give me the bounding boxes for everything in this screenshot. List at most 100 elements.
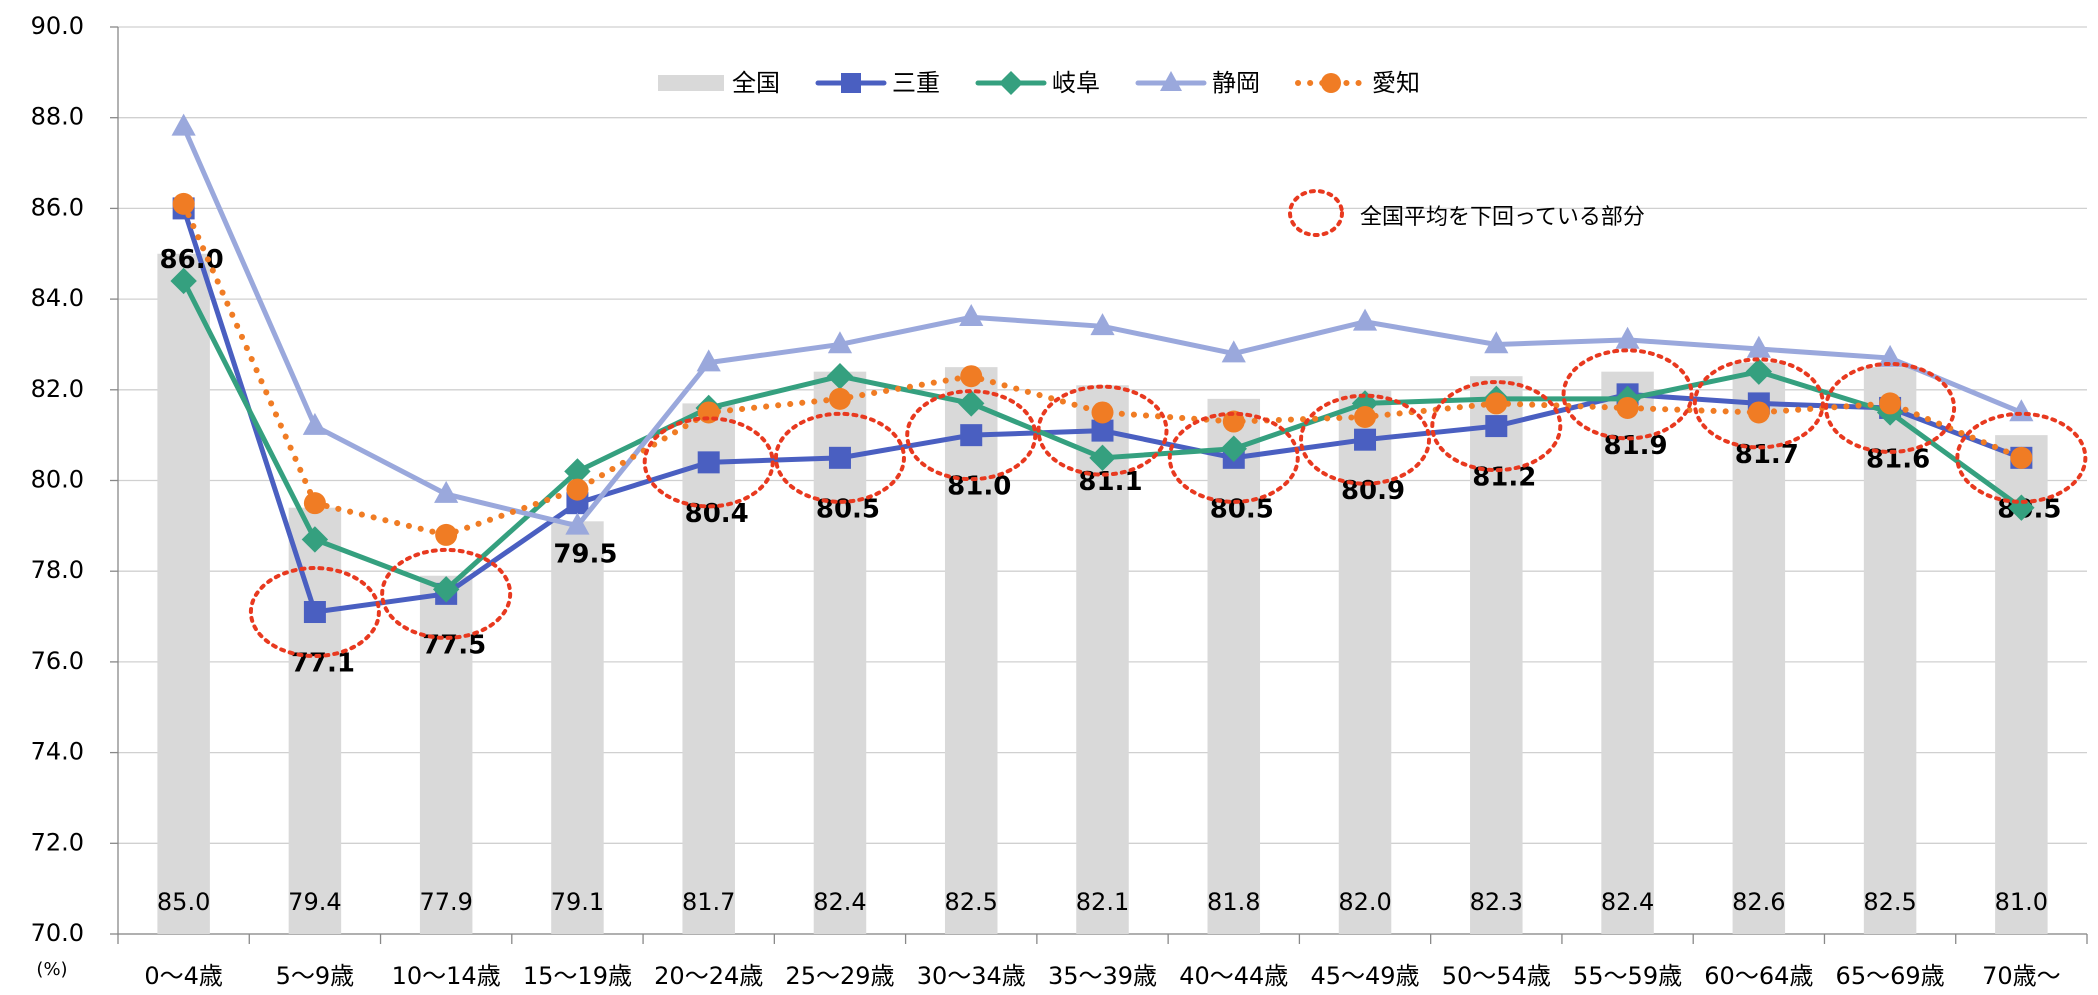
bar (1732, 362, 1786, 935)
highlight-circle (248, 566, 381, 659)
legend-marker (1160, 71, 1182, 91)
highlight-circle (1430, 380, 1563, 473)
bar (1076, 385, 1129, 934)
marker (566, 478, 589, 501)
bar-value-label: 79.4 (288, 888, 341, 916)
y-unit: (%) (36, 959, 67, 980)
marker (432, 576, 460, 603)
bar (682, 403, 735, 934)
x-tick-label: 40～44歳 (1179, 962, 1288, 990)
bar (1470, 376, 1523, 934)
marker (170, 267, 197, 295)
legend-item: 三重 (815, 69, 940, 97)
highlight-circle (1824, 361, 1957, 454)
marker (2010, 446, 2033, 469)
legend-label: 全国 (732, 69, 780, 97)
marker (1220, 435, 1247, 462)
bar-value-label: 81.7 (682, 888, 735, 916)
marker (827, 331, 853, 354)
marker (1354, 406, 1377, 429)
x-tick-label: 70歳～ (1982, 962, 2061, 990)
y-tick-label: 76.0 (31, 647, 84, 675)
marker (828, 387, 851, 410)
y-tick-label: 74.0 (31, 738, 84, 766)
data-label: 79.5 (553, 540, 617, 570)
highlight-circle (1167, 411, 1300, 504)
legend-marker (999, 71, 1023, 95)
marker (565, 512, 590, 535)
marker (564, 458, 591, 485)
legend-marker (841, 73, 861, 93)
marker (1089, 444, 1116, 472)
marker (303, 601, 326, 624)
marker (1615, 326, 1640, 349)
bar (551, 521, 604, 934)
bar-value-label: 79.1 (551, 888, 604, 916)
marker (1354, 428, 1377, 451)
legend-marker (1321, 73, 1341, 93)
annotation-circle (1288, 189, 1344, 237)
bar (944, 367, 998, 934)
marker (960, 424, 983, 447)
x-tick-label: 5～9歳 (276, 962, 355, 990)
x-tick-label: 25～29歳 (785, 962, 894, 990)
marker (302, 412, 327, 435)
marker (697, 451, 720, 474)
highlight-circle (1955, 411, 2088, 504)
x-tick-label: 30～34歳 (917, 962, 1026, 990)
highlight-circle (905, 389, 1038, 482)
bar-value-label: 82.1 (1076, 888, 1129, 916)
marker (1485, 415, 1508, 438)
x-tick-label: 60～64歳 (1704, 962, 1813, 990)
y-tick-label: 78.0 (31, 556, 84, 584)
marker (826, 362, 854, 390)
marker (1091, 419, 1114, 442)
marker (1879, 392, 1902, 415)
bar-value-label: 81.0 (1995, 888, 2048, 916)
legend-item: 愛知 (1295, 69, 1420, 97)
legend-label: 三重 (892, 69, 940, 97)
bar (1207, 398, 1261, 934)
highlight-circle (380, 547, 513, 640)
marker (959, 304, 984, 327)
line (180, 200, 2025, 539)
marker (1616, 396, 1639, 419)
highlight-circle (773, 411, 906, 504)
x-tick-label: 15～19歳 (523, 962, 632, 990)
bar-value-label: 82.5 (1863, 888, 1916, 916)
legend-label: 愛知 (1372, 69, 1420, 97)
marker (1745, 358, 1773, 385)
bar (1863, 367, 1917, 934)
marker (171, 113, 196, 136)
marker (435, 523, 458, 546)
marker (1352, 308, 1378, 331)
bar-value-label: 82.3 (1470, 888, 1523, 916)
marker (434, 480, 459, 503)
marker (960, 365, 983, 388)
legend-label: 岐阜 (1052, 69, 1100, 97)
annotation: 全国平均を下回っている部分 (1360, 205, 1645, 230)
marker (1090, 313, 1115, 336)
highlight-circle (1299, 393, 1432, 486)
marker (1091, 401, 1114, 424)
marker (1746, 335, 1771, 358)
y-tick-label: 70.0 (31, 919, 84, 947)
legend-swatch (658, 75, 724, 91)
x-tick-label: 10～14歳 (392, 962, 501, 990)
x-tick-label: 45～49歳 (1310, 962, 1419, 990)
legend-item: 全国 (658, 69, 780, 97)
y-tick-label: 88.0 (31, 103, 84, 131)
marker (1747, 401, 1770, 424)
y-tick-label: 82.0 (31, 375, 84, 403)
bar (1601, 371, 1654, 934)
bar-value-label: 82.4 (1601, 888, 1654, 916)
bar-value-label: 82.5 (945, 888, 998, 916)
bar-value-label: 77.9 (419, 888, 472, 916)
highlight-circle (1561, 348, 1694, 441)
y-tick-label: 90.0 (31, 12, 84, 40)
bar-value-label: 81.8 (1207, 888, 1260, 916)
x-tick-label: 35～39歳 (1048, 962, 1157, 990)
x-tick-label: 20～24歳 (654, 962, 763, 990)
legend-item: 静岡 (1135, 69, 1260, 97)
